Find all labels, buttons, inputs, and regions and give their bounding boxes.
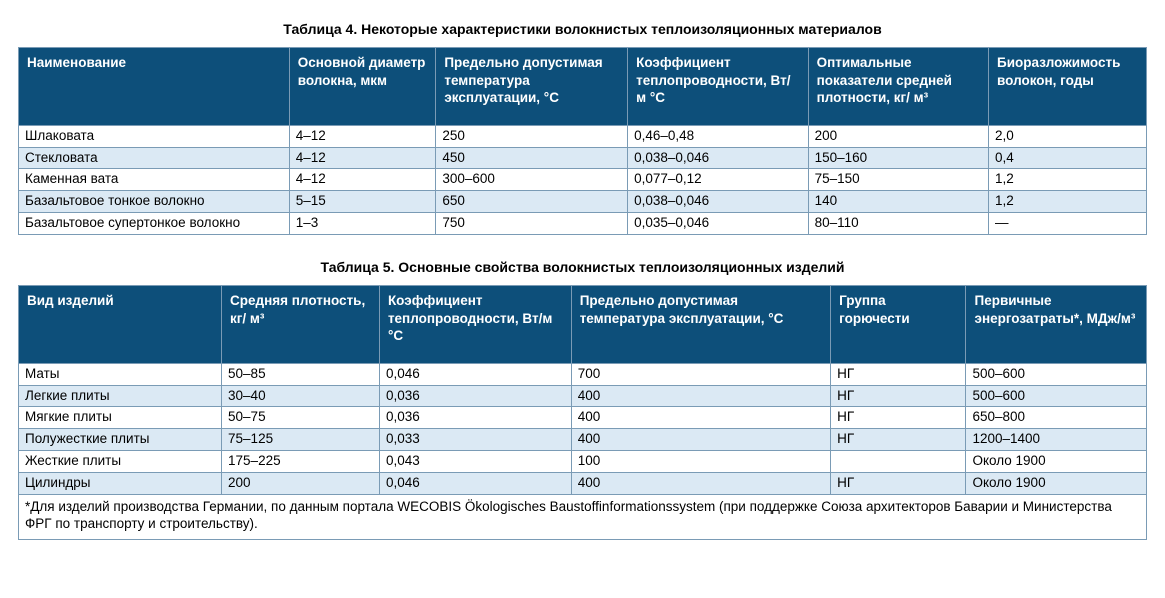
- table4-cell: 4–12: [289, 169, 436, 191]
- table-row: Мягкие плиты50–750,036400НГ650–800: [19, 407, 1147, 429]
- table5-cell: 75–125: [222, 429, 380, 451]
- table5-cell: 1200–1400: [966, 429, 1147, 451]
- table4-cell: Базальтовое тонкое волокно: [19, 191, 290, 213]
- table-row: Маты50–850,046700НГ500–600: [19, 363, 1147, 385]
- table4-col-0: Наименование: [19, 48, 290, 126]
- table5-cell: Легкие плиты: [19, 385, 222, 407]
- table5-col-0: Вид изделий: [19, 286, 222, 364]
- table5-header-row: Вид изделийСредняя плотность, кг/ м³Коэф…: [19, 286, 1147, 364]
- table5-cell: [831, 451, 966, 473]
- table5-cell: 50–85: [222, 363, 380, 385]
- table4-cell: 0,038–0,046: [628, 191, 808, 213]
- table4-col-3: Коэффициент теплопроводности, Вт/м °С: [628, 48, 808, 126]
- table5-col-1: Средняя плотность, кг/ м³: [222, 286, 380, 364]
- table5-cell: 400: [571, 429, 830, 451]
- table4-cell: 5–15: [289, 191, 436, 213]
- table4-cell: Стекловата: [19, 147, 290, 169]
- table4-cell: 2,0: [989, 125, 1147, 147]
- table5-cell: 0,046: [379, 473, 571, 495]
- table-row: Базальтовое супертонкое волокно1–37500,0…: [19, 213, 1147, 235]
- table5-cell: НГ: [831, 385, 966, 407]
- table4-cell: Каменная вата: [19, 169, 290, 191]
- table5-cell: 30–40: [222, 385, 380, 407]
- table5-cell: 50–75: [222, 407, 380, 429]
- table4-cell: 300–600: [436, 169, 628, 191]
- table5-cell: Около 1900: [966, 451, 1147, 473]
- table4-col-5: Биоразложимость волокон, годы: [989, 48, 1147, 126]
- table5-cell: НГ: [831, 429, 966, 451]
- table-row: Шлаковата4–122500,46–0,482002,0: [19, 125, 1147, 147]
- table5-cell: Около 1900: [966, 473, 1147, 495]
- table5-footnote: *Для изделий производства Германии, по д…: [19, 494, 1147, 539]
- table5-cell: 400: [571, 407, 830, 429]
- table5-cell: Цилиндры: [19, 473, 222, 495]
- table5-cell: 650–800: [966, 407, 1147, 429]
- table4-cell: 150–160: [808, 147, 988, 169]
- table5-cell: 100: [571, 451, 830, 473]
- table4-col-1: Основной диаметр волокна, мкм: [289, 48, 436, 126]
- table4-cell: —: [989, 213, 1147, 235]
- table4-cell: 750: [436, 213, 628, 235]
- table5-col-5: Первичные энергозатраты*, МДж/м³: [966, 286, 1147, 364]
- table5-cell: 400: [571, 385, 830, 407]
- table5-cell: 500–600: [966, 385, 1147, 407]
- table5-cell: Мягкие плиты: [19, 407, 222, 429]
- table-row: Легкие плиты30–400,036400НГ500–600: [19, 385, 1147, 407]
- table4-cell: 1,2: [989, 169, 1147, 191]
- table-row: Каменная вата4–12300–6000,077–0,1275–150…: [19, 169, 1147, 191]
- table5-cell: Маты: [19, 363, 222, 385]
- table5-cell: 0,043: [379, 451, 571, 473]
- table4-title: Таблица 4. Некоторые характеристики воло…: [18, 21, 1147, 37]
- table5-cell: НГ: [831, 407, 966, 429]
- table4-cell: Базальтовое супертонкое волокно: [19, 213, 290, 235]
- table4-cell: 0,4: [989, 147, 1147, 169]
- table4-cell: 450: [436, 147, 628, 169]
- table4-cell: 0,46–0,48: [628, 125, 808, 147]
- table4-header-row: НаименованиеОсновной диаметр волокна, мк…: [19, 48, 1147, 126]
- table4-cell: 250: [436, 125, 628, 147]
- table4-cell: 75–150: [808, 169, 988, 191]
- table5-cell: НГ: [831, 473, 966, 495]
- table5-col-4: Группа горючести: [831, 286, 966, 364]
- table5-cell: 0,036: [379, 407, 571, 429]
- table5: Вид изделийСредняя плотность, кг/ м³Коэф…: [18, 285, 1147, 540]
- table5-cell: 200: [222, 473, 380, 495]
- table-row: Базальтовое тонкое волокно5–156500,038–0…: [19, 191, 1147, 213]
- table4-cell: 0,077–0,12: [628, 169, 808, 191]
- table5-cell: 400: [571, 473, 830, 495]
- table5-title: Таблица 5. Основные свойства волокнистых…: [18, 259, 1147, 275]
- table4-cell: 0,035–0,046: [628, 213, 808, 235]
- table4-cell: 1,2: [989, 191, 1147, 213]
- table5-cell: 700: [571, 363, 830, 385]
- table4-cell: 80–110: [808, 213, 988, 235]
- table5-cell: 500–600: [966, 363, 1147, 385]
- table4-cell: Шлаковата: [19, 125, 290, 147]
- table-row: Цилиндры2000,046400НГОколо 1900: [19, 473, 1147, 495]
- table4-col-4: Оптимальные показатели средней плотности…: [808, 48, 988, 126]
- table4-col-2: Предельно допустимая температура эксплуа…: [436, 48, 628, 126]
- table5-cell: Полужесткие плиты: [19, 429, 222, 451]
- table4-cell: 650: [436, 191, 628, 213]
- table4-cell: 1–3: [289, 213, 436, 235]
- table5-cell: Жесткие плиты: [19, 451, 222, 473]
- table5-col-3: Предельно допустимая температура эксплуа…: [571, 286, 830, 364]
- table4-cell: 0,038–0,046: [628, 147, 808, 169]
- table5-cell: 0,046: [379, 363, 571, 385]
- table4-cell: 4–12: [289, 147, 436, 169]
- table5-cell: НГ: [831, 363, 966, 385]
- table4-cell: 200: [808, 125, 988, 147]
- table5-col-2: Коэффициент теплопроводности, Вт/м °С: [379, 286, 571, 364]
- table5-cell: 0,036: [379, 385, 571, 407]
- table4-cell: 140: [808, 191, 988, 213]
- table-row: Жесткие плиты175–2250,043100 Около 1900: [19, 451, 1147, 473]
- table-row: Стекловата4–124500,038–0,046150–1600,4: [19, 147, 1147, 169]
- table-row: Полужесткие плиты75–1250,033400НГ1200–14…: [19, 429, 1147, 451]
- table5-cell: 0,033: [379, 429, 571, 451]
- table4: НаименованиеОсновной диаметр волокна, мк…: [18, 47, 1147, 235]
- table5-cell: 175–225: [222, 451, 380, 473]
- table4-cell: 4–12: [289, 125, 436, 147]
